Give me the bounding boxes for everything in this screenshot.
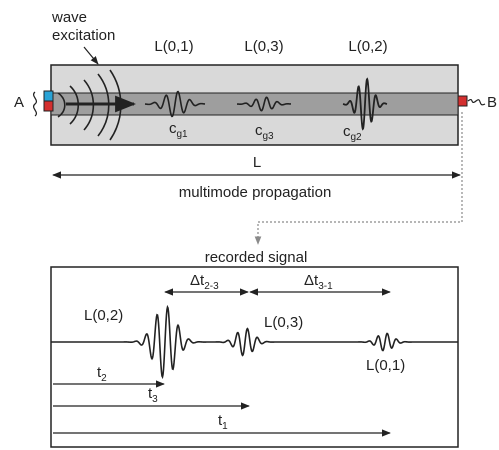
lead-wire-a xyxy=(32,91,38,117)
delta-t-3-1-label: Δt3-1 xyxy=(304,272,333,292)
mode-packet-l03 xyxy=(236,96,292,112)
mode-label-l02: L(0,2) xyxy=(348,38,387,55)
recorded-signal-title: recorded signal xyxy=(205,249,308,266)
excitation-label-line2: excitation xyxy=(52,27,115,44)
end-label-b: B xyxy=(487,94,497,111)
group-velocity-g1: cg1 xyxy=(169,120,188,140)
signal-frame xyxy=(50,266,459,448)
excitation-label-line1: wave xyxy=(51,9,87,26)
actuator-red xyxy=(43,100,54,112)
signal-label-l01: L(0,1) xyxy=(366,357,405,374)
group-velocity-g3: cg3 xyxy=(255,122,274,142)
excitation-pointer-arrow xyxy=(83,46,99,65)
mode-packet-l02 xyxy=(342,77,388,131)
t1-label: t1 xyxy=(218,412,228,432)
signal-label-l02: L(0,2) xyxy=(84,307,123,324)
signal-connector xyxy=(254,112,463,245)
mode-label-l01: L(0,1) xyxy=(154,38,193,55)
signal-label-l03: L(0,3) xyxy=(264,314,303,331)
lead-wire-b xyxy=(467,98,486,106)
delta-t-2-3-label: Δt2-3 xyxy=(190,272,219,292)
length-label: L xyxy=(253,154,261,171)
actuator-blue xyxy=(43,90,54,102)
mode-label-l03: L(0,3) xyxy=(244,38,283,55)
propagation-label: multimode propagation xyxy=(179,184,332,201)
end-label-a: A xyxy=(14,94,24,111)
recorded-signal-trace xyxy=(51,304,458,380)
sensor-red-b xyxy=(457,95,468,107)
t3-label: t3 xyxy=(148,385,158,405)
t2-label: t2 xyxy=(97,364,107,384)
mode-packet-l01 xyxy=(144,90,206,118)
group-velocity-g2: cg2 xyxy=(343,123,362,143)
